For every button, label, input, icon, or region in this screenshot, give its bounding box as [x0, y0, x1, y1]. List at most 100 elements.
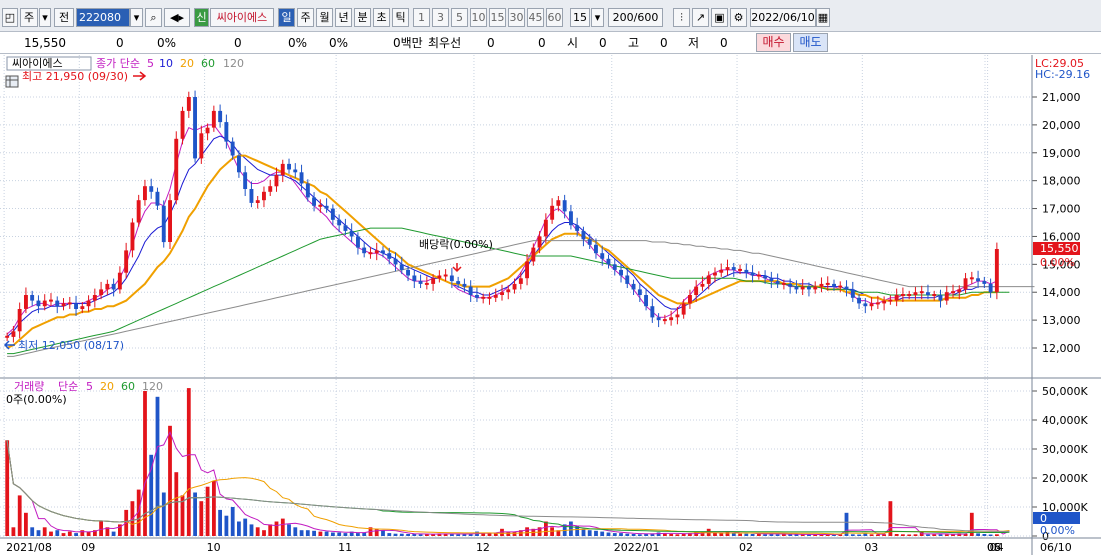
- period-tab[interactable]: 초: [373, 8, 390, 27]
- candle-body: [86, 300, 91, 307]
- price-panel-bg: [0, 55, 1032, 378]
- volume-bar: [832, 534, 836, 536]
- chevron-down-icon[interactable]: ▾: [39, 8, 51, 27]
- candle-body: [74, 303, 78, 309]
- volume-bar: [600, 531, 605, 536]
- volume-bar: [619, 533, 623, 536]
- volume-bar: [876, 534, 880, 536]
- volume-summary: 0주(0.00%): [6, 393, 67, 406]
- code-dropdown-icon[interactable]: ▾: [130, 8, 143, 27]
- grid: [0, 55, 1032, 538]
- count-field[interactable]: 200/600: [608, 8, 663, 27]
- period-tab[interactable]: 주: [297, 8, 314, 27]
- candle-body: [130, 222, 135, 251]
- volume-bar: [462, 534, 467, 536]
- x-tick-label: 09: [81, 541, 95, 554]
- volume-bar: [287, 524, 291, 536]
- volume-legend-label: 거래량: [14, 380, 44, 393]
- interval-select[interactable]: 15: [570, 8, 590, 27]
- candle-body: [243, 172, 248, 189]
- volume-bar: [556, 530, 561, 536]
- candle-body: [293, 169, 298, 173]
- search-icon[interactable]: ⌕: [145, 8, 162, 27]
- candle-body: [706, 275, 711, 284]
- stock-code-input[interactable]: 222080: [76, 8, 130, 27]
- interval-dropdown-icon[interactable]: ▾: [591, 8, 604, 27]
- candle-body: [518, 278, 523, 284]
- gear-icon[interactable]: ⚙: [730, 8, 747, 27]
- price-tick-label: 21,000: [1042, 91, 1081, 104]
- volume-bar: [788, 534, 793, 536]
- candle-body: [124, 250, 129, 273]
- candle-body: [769, 278, 774, 282]
- volume-bar: [819, 534, 824, 536]
- volume-bar: [644, 534, 648, 536]
- table-icon[interactable]: [5, 75, 19, 88]
- candle-body: [468, 286, 473, 295]
- volume-bar: [794, 534, 799, 536]
- period-tab[interactable]: 틱: [392, 8, 409, 27]
- interval-button[interactable]: 3: [432, 8, 449, 27]
- period-tab[interactable]: 분: [354, 8, 371, 27]
- candle-body: [882, 300, 887, 304]
- volume-bar: [17, 495, 22, 536]
- candle-body: [951, 291, 955, 294]
- candle-body: [963, 278, 968, 290]
- volume-bar: [274, 521, 279, 536]
- candle-body: [575, 225, 580, 231]
- save-icon[interactable]: ▣: [711, 8, 728, 27]
- x-tick-label: 2022/01: [614, 541, 660, 554]
- candle-body: [669, 317, 674, 321]
- new-badge[interactable]: 신: [194, 8, 209, 27]
- volume-bar: [437, 533, 442, 536]
- period-tab[interactable]: 일: [278, 8, 295, 27]
- indicator-icon[interactable]: ⫶: [673, 8, 690, 27]
- volume-bar: [331, 532, 335, 536]
- interval-button[interactable]: 45: [527, 8, 544, 27]
- candle-body: [825, 282, 830, 285]
- period-select[interactable]: 주: [20, 8, 38, 27]
- bid-value-1: 0: [487, 36, 495, 50]
- interval-button[interactable]: 60: [546, 8, 563, 27]
- interval-button[interactable]: 1: [413, 8, 430, 27]
- prev-button[interactable]: 전: [54, 8, 74, 27]
- volume-bar: [888, 501, 893, 536]
- volume-bar: [456, 534, 461, 536]
- volume-current-text: 0: [1040, 512, 1047, 525]
- sound-icon[interactable]: ◀▸: [164, 8, 190, 27]
- buy-button[interactable]: 매수: [756, 33, 791, 52]
- stock-name[interactable]: 씨아이에스: [210, 8, 274, 27]
- period-tab[interactable]: 년: [335, 8, 352, 27]
- candle-body: [199, 133, 204, 159]
- stock-legend-box[interactable]: [6, 56, 92, 71]
- date-field[interactable]: 2022/06/10: [750, 8, 816, 27]
- low-label: 저: [688, 36, 700, 50]
- interval-button[interactable]: 10: [470, 8, 487, 27]
- draw-tool-icon[interactable]: ↗: [692, 8, 709, 27]
- candle-body: [543, 219, 548, 237]
- sell-button[interactable]: 매도: [793, 33, 828, 52]
- volume-legend-ma5: 5: [86, 380, 93, 393]
- candle-body: [224, 122, 229, 142]
- candle-body: [368, 252, 373, 255]
- interval-button[interactable]: 30: [508, 8, 525, 27]
- volume-legend-ma120: 120: [142, 380, 163, 393]
- period-tab[interactable]: 월: [316, 8, 333, 27]
- volume-bar: [907, 534, 912, 536]
- volume-ma-lines: [6, 430, 1010, 535]
- candle-body: [362, 247, 367, 254]
- quote-bar: 15,550 0 0% 0 0% 0% 0백만 최우선 0 0 시 0 고 0 …: [0, 32, 1101, 54]
- candle-body: [42, 300, 47, 307]
- candle-body: [55, 300, 60, 307]
- interval-button[interactable]: 5: [451, 8, 468, 27]
- volume-tick-label: 30,000K: [1042, 443, 1088, 456]
- volume-tick-label: 20,000K: [1042, 472, 1088, 485]
- price-chart[interactable]: 12,000 13,000 14,000 15,000 16,000 17,000 18,0…: [0, 54, 1101, 555]
- volume-value: 0: [234, 36, 242, 50]
- candle-body: [594, 244, 598, 254]
- interval-button[interactable]: 15: [489, 8, 506, 27]
- calendar-icon[interactable]: ▦: [816, 8, 830, 27]
- candle-body: [875, 302, 880, 305]
- chart-type-icon[interactable]: ◰: [2, 8, 18, 27]
